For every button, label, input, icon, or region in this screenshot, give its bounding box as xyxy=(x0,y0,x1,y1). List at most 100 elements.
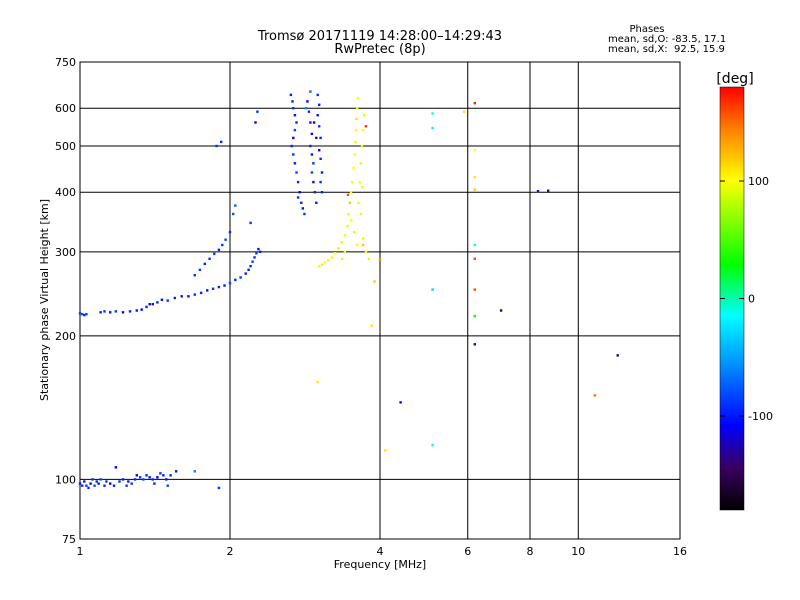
data-point xyxy=(356,96,359,100)
data-point xyxy=(295,121,298,124)
data-point xyxy=(431,126,434,130)
data-point xyxy=(473,257,476,260)
data-point xyxy=(95,480,98,483)
data-points xyxy=(78,90,619,490)
data-point xyxy=(316,93,319,97)
x-tick-label: 1 xyxy=(77,545,84,558)
data-point xyxy=(114,310,117,313)
data-point xyxy=(359,212,362,216)
data-point xyxy=(81,313,84,316)
data-point xyxy=(310,153,314,156)
data-point xyxy=(148,303,151,306)
data-point xyxy=(253,256,256,259)
x-tick-label: 16 xyxy=(673,545,687,558)
data-point xyxy=(351,180,354,184)
colorbar-label: [deg] xyxy=(716,71,753,87)
x-tick-label: 4 xyxy=(377,545,384,558)
data-point xyxy=(473,288,476,291)
y-tick-label: 500 xyxy=(55,140,76,153)
data-point xyxy=(118,480,121,483)
data-point xyxy=(142,478,145,481)
colorbar-tick-label: 0 xyxy=(748,293,755,306)
data-point xyxy=(473,101,476,105)
data-point xyxy=(316,114,319,117)
data-point xyxy=(145,474,148,477)
data-point xyxy=(358,180,361,184)
data-point xyxy=(213,252,216,256)
data-point xyxy=(121,478,125,481)
data-point xyxy=(312,121,316,124)
data-point xyxy=(373,280,376,283)
data-point xyxy=(130,482,133,485)
data-point xyxy=(296,196,300,199)
data-point xyxy=(133,478,137,481)
data-point xyxy=(473,243,476,247)
data-point xyxy=(234,204,237,207)
data-point xyxy=(83,313,86,317)
data-point xyxy=(105,480,108,483)
x-tick-label: 2 xyxy=(227,545,234,558)
data-point xyxy=(341,257,344,260)
chart-title: Tromsø 20171119 14:28:00–14:29:43 xyxy=(257,29,502,44)
data-point xyxy=(320,263,324,266)
data-point xyxy=(355,117,358,121)
data-point xyxy=(121,311,125,314)
data-point xyxy=(310,171,314,174)
data-point xyxy=(307,110,311,113)
y-tick-label: 100 xyxy=(55,473,76,486)
data-point xyxy=(254,121,257,124)
data-point xyxy=(384,449,387,452)
data-point xyxy=(333,252,337,255)
data-point xyxy=(593,394,597,397)
data-point xyxy=(97,482,100,485)
data-point xyxy=(156,301,159,304)
data-point xyxy=(473,188,476,191)
colorbar-tick-label: 100 xyxy=(748,175,769,188)
data-point xyxy=(431,112,434,115)
data-point xyxy=(109,482,112,485)
stats-o-mode: mean, sd,O: -83.5, 17.1 xyxy=(608,34,726,45)
data-point xyxy=(363,114,366,117)
data-point xyxy=(162,474,165,477)
data-point xyxy=(473,343,476,346)
data-point xyxy=(473,176,476,179)
data-point xyxy=(370,324,373,327)
data-point xyxy=(256,110,259,113)
data-point xyxy=(187,295,190,298)
data-point xyxy=(151,303,154,306)
data-point xyxy=(303,212,306,216)
data-point xyxy=(320,191,324,194)
data-point xyxy=(193,274,196,277)
data-point xyxy=(93,484,96,487)
data-point xyxy=(99,478,102,481)
data-point xyxy=(257,247,260,251)
data-point xyxy=(319,136,322,140)
x-tick-label: 8 xyxy=(527,545,534,558)
data-point xyxy=(306,100,309,103)
data-point xyxy=(304,107,308,110)
data-point xyxy=(309,121,312,124)
stats-heading: Phases xyxy=(629,24,664,35)
data-point xyxy=(166,299,169,302)
data-point xyxy=(473,314,476,318)
data-point xyxy=(293,128,297,132)
data-point xyxy=(169,474,172,477)
data-point xyxy=(313,191,316,194)
data-point xyxy=(128,310,132,313)
data-point xyxy=(359,162,362,165)
data-point xyxy=(208,257,211,260)
data-point xyxy=(151,478,154,481)
data-point xyxy=(360,185,364,189)
data-point xyxy=(354,128,358,132)
data-point xyxy=(353,153,356,156)
data-point xyxy=(354,140,357,144)
data-point xyxy=(159,472,162,475)
data-point xyxy=(220,140,223,144)
data-point xyxy=(330,256,333,259)
data-point xyxy=(112,484,116,487)
data-point xyxy=(316,380,319,384)
data-point xyxy=(346,193,350,196)
data-point xyxy=(109,311,112,314)
data-point xyxy=(193,293,196,296)
data-point xyxy=(78,482,82,485)
